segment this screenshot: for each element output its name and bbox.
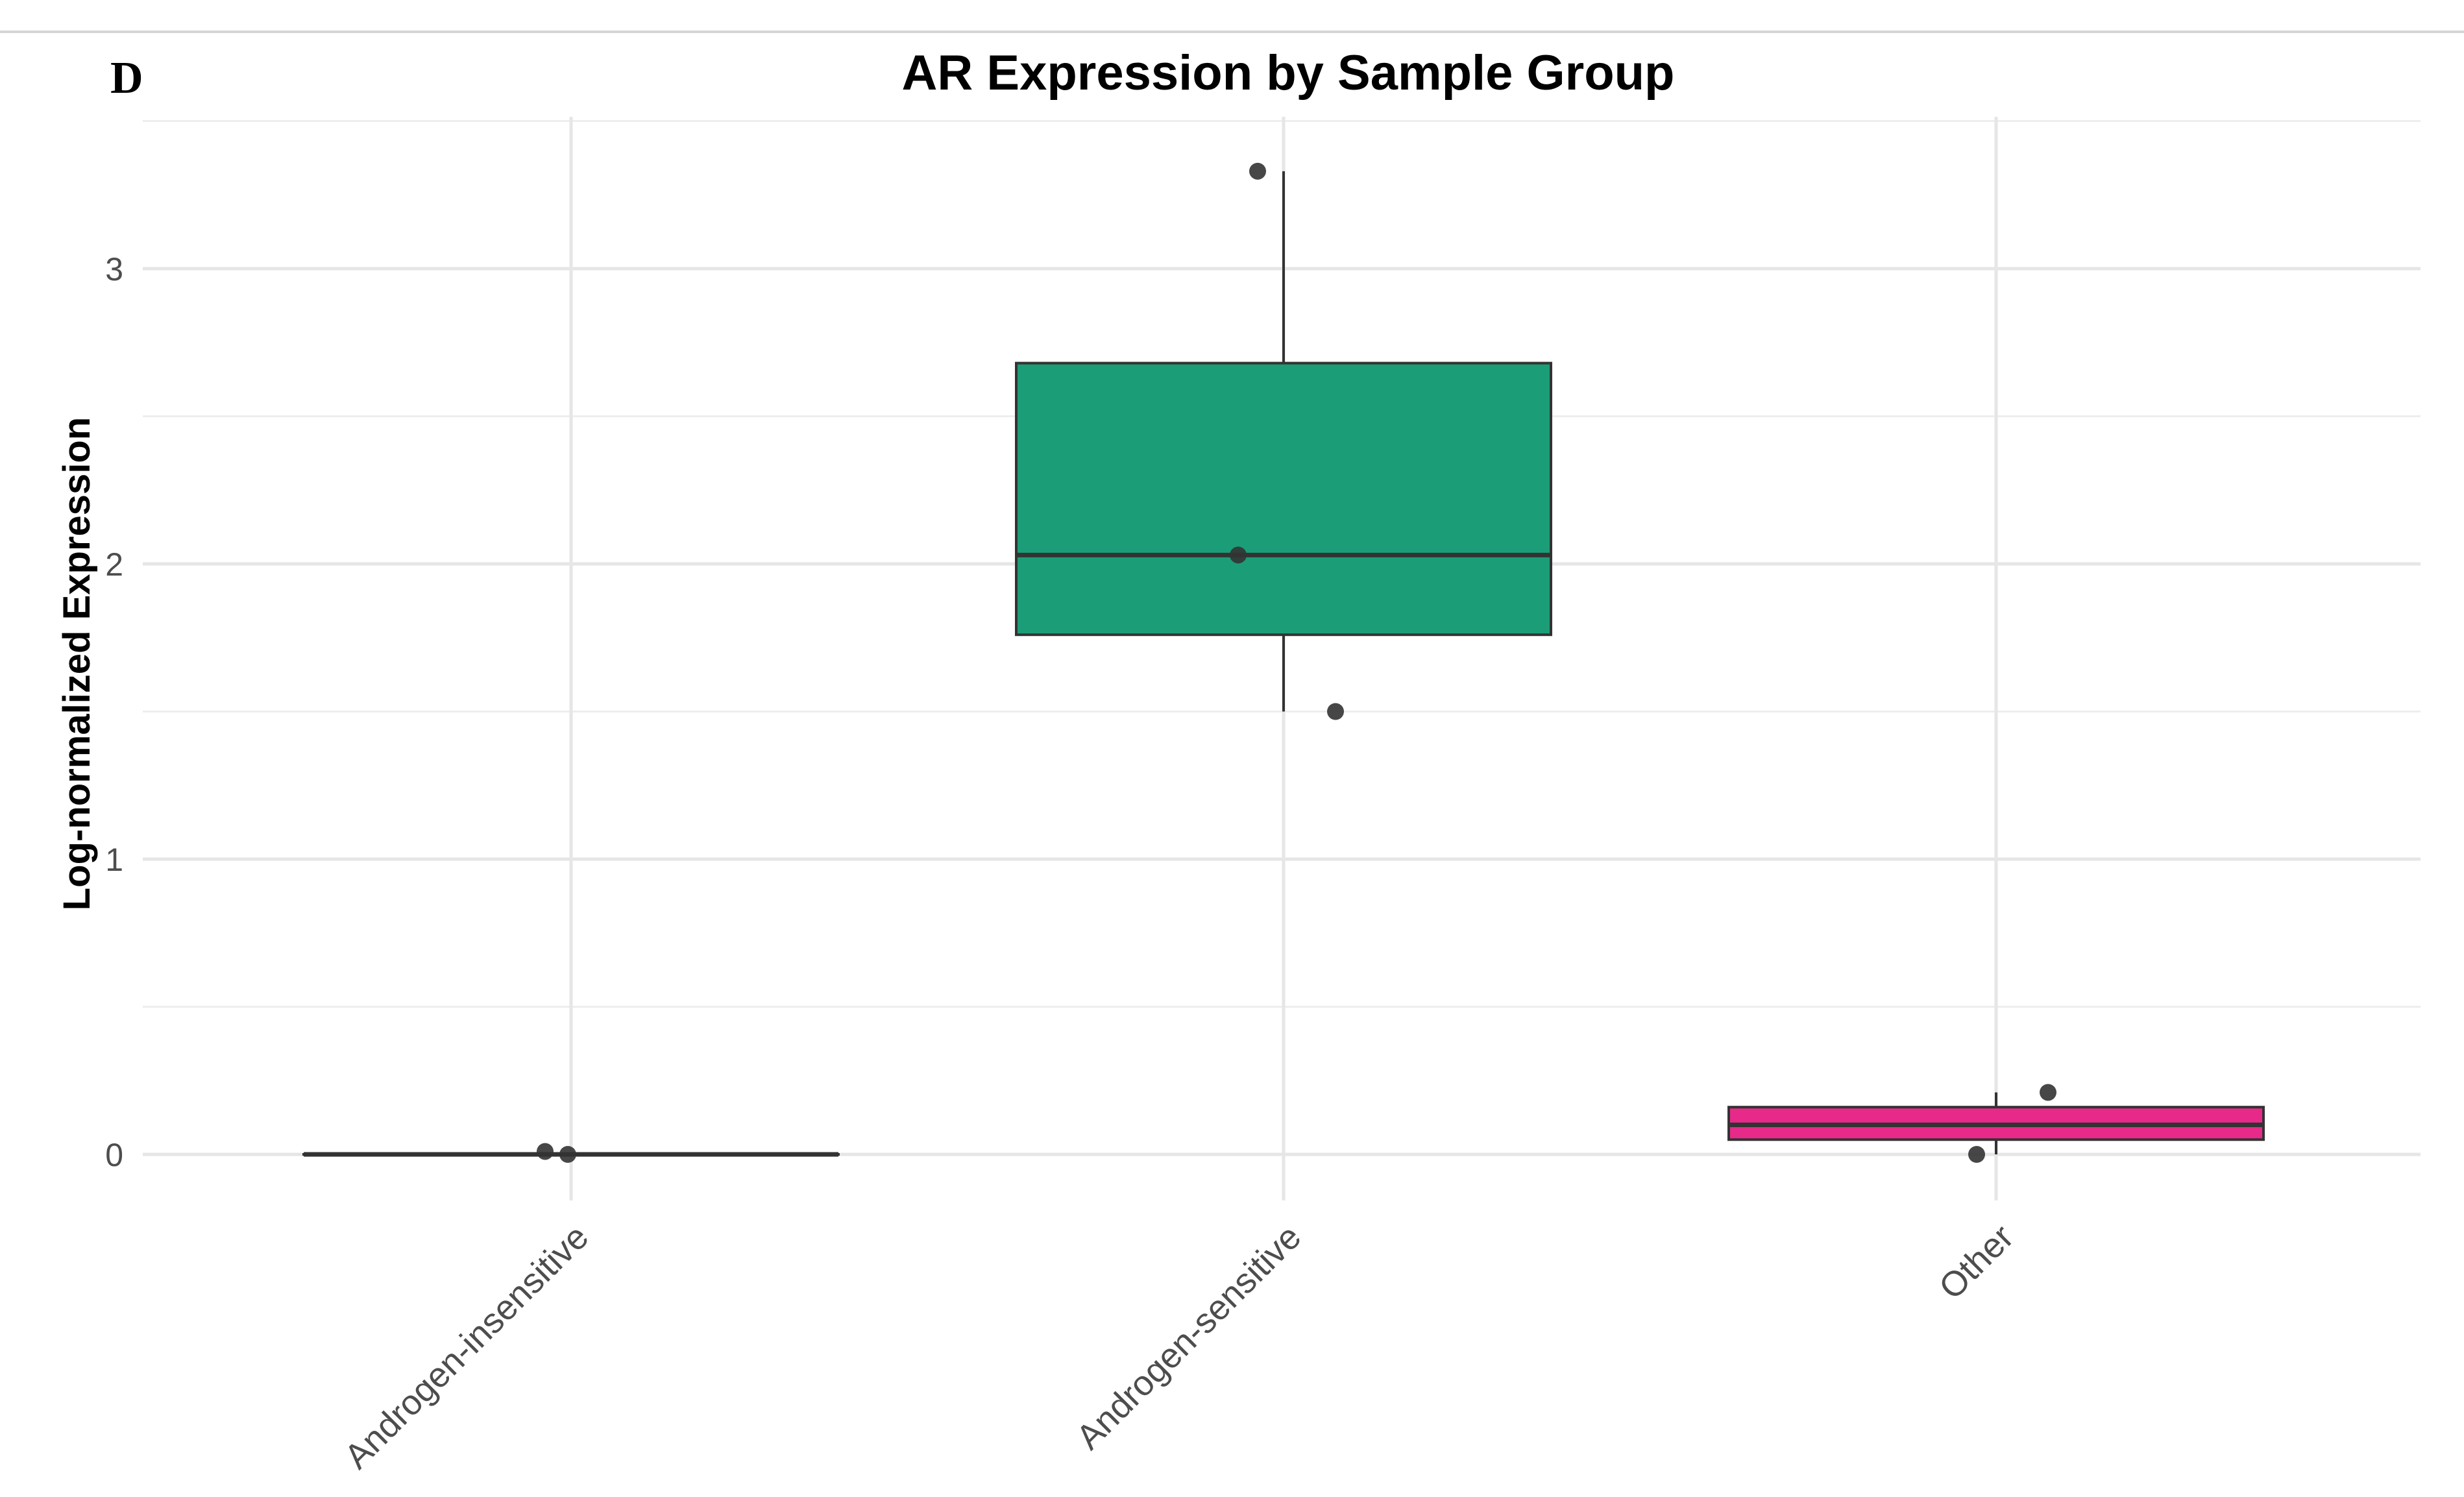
data-point: [537, 1143, 554, 1160]
y-tick-label: 0: [105, 1137, 123, 1173]
data-point: [1230, 546, 1247, 564]
box: [1015, 361, 1552, 637]
data-point: [1249, 162, 1266, 180]
boxplot-androgen-sensitive: [1015, 171, 1552, 712]
y-tick-labels: 0 1 2 3: [105, 251, 123, 1173]
x-tick-label: Androgen-sensitive: [1069, 1217, 1308, 1457]
chart-title: AR Expression by Sample Group: [902, 45, 1675, 101]
data-point: [2040, 1084, 2056, 1101]
gridlines: [143, 117, 2421, 1200]
x-tick-labels: Androgen-insensitive Androgen-sensitive Ot…: [337, 1217, 2021, 1476]
y-tick-label: 3: [105, 251, 123, 287]
data-point: [1327, 703, 1344, 720]
data-point: [559, 1146, 576, 1163]
x-tick-label: Other: [1932, 1217, 2021, 1307]
data-point: [1968, 1146, 1985, 1163]
panel-label: D: [110, 53, 143, 103]
data-points: [537, 162, 2056, 1163]
x-tick-label: Androgen-insensitive: [337, 1217, 596, 1476]
y-tick-label: 2: [105, 546, 123, 583]
y-tick-label: 1: [105, 842, 123, 878]
y-axis-label: Log-normalized Expression: [56, 417, 98, 911]
boxplot-other: [1727, 1092, 2265, 1154]
